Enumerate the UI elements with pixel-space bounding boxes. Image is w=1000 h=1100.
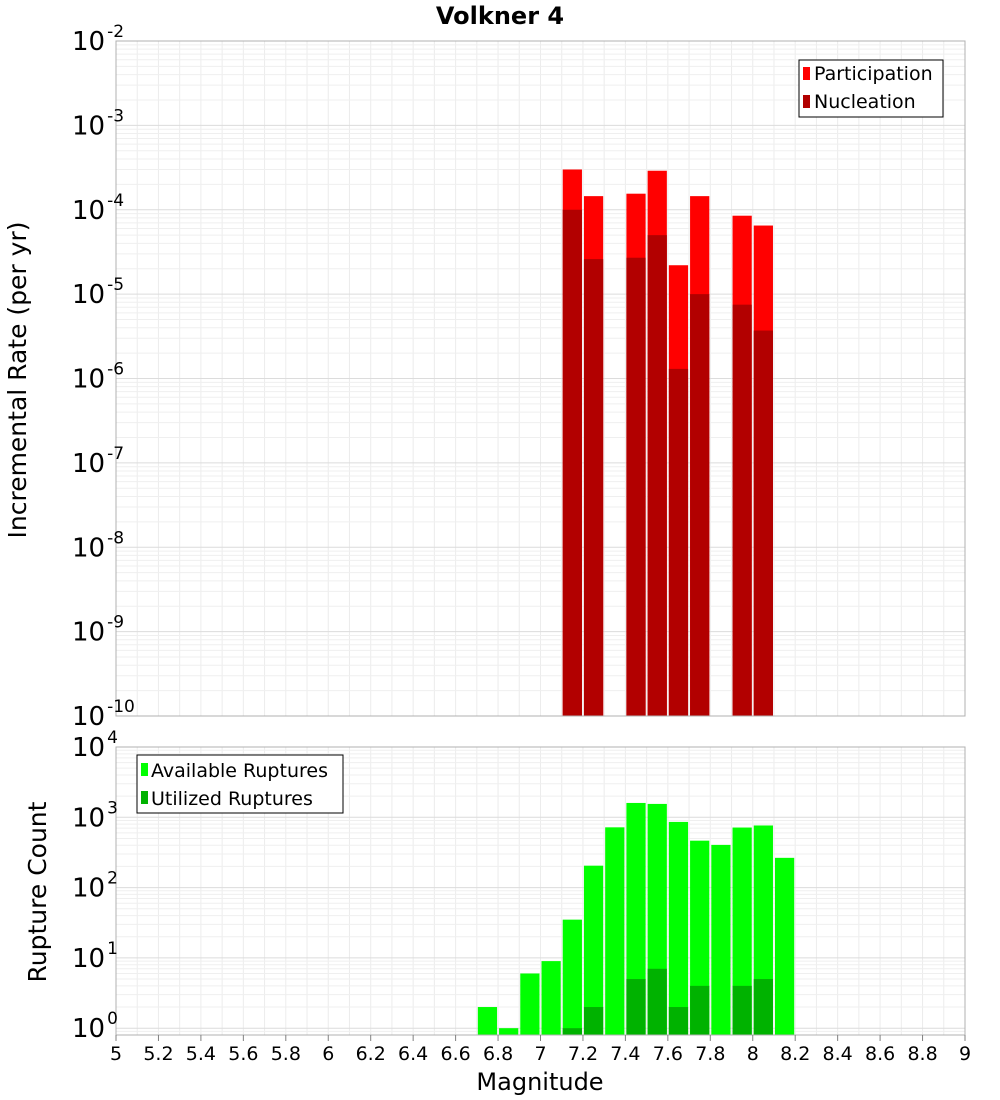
bottom-legend-box: [136, 754, 344, 814]
available-ruptures-bar: [605, 827, 625, 1035]
utilized-ruptures-bar: [690, 985, 710, 1035]
participation-legend-label: Participation: [814, 63, 933, 85]
x-tick-label: 5.6: [228, 1043, 258, 1065]
y-tick-label: 10 -8: [72, 528, 124, 563]
top-bars: [562, 169, 773, 717]
x-tick-label: 6.6: [440, 1043, 470, 1065]
available-ruptures-bar: [499, 1028, 519, 1035]
participation-legend-swatch: [803, 67, 810, 80]
x-tick-label: 7.2: [568, 1043, 598, 1065]
nucleation-bar: [690, 294, 710, 716]
y-tick-label: 10 -10: [72, 697, 135, 732]
y-tick-exponent: -7: [107, 444, 124, 464]
top-y-axis-label: Incremental Rate (per yr): [3, 222, 32, 539]
y-tick-exponent: -5: [107, 275, 124, 295]
x-tick-label: 7.6: [653, 1043, 683, 1065]
utilized-ruptures-bar: [668, 1007, 689, 1035]
x-tick-label: 7.8: [695, 1043, 725, 1065]
y-tick-exponent: 0: [107, 1009, 118, 1029]
top-plot-border: [115, 40, 966, 717]
nucleation-bar: [583, 259, 604, 716]
y-tick-exponent: -3: [107, 106, 124, 126]
x-tick-label: 5: [110, 1043, 122, 1065]
y-tick-exponent: 2: [107, 869, 118, 889]
x-tick-label: 8.6: [865, 1043, 895, 1065]
x-tick-label: 8.2: [780, 1043, 810, 1065]
chart-title: Volkner 4: [436, 2, 564, 30]
x-tick-label: 6: [322, 1043, 334, 1065]
nucleation-bar: [732, 304, 752, 716]
utilized-ruptures-bar: [583, 1007, 604, 1035]
x-tick-label: 9: [959, 1043, 971, 1065]
utilized-ruptures-bar: [626, 979, 646, 1035]
x-tick-label: 6.4: [398, 1043, 428, 1065]
y-tick-exponent: -2: [107, 22, 124, 42]
y-tick-label: 10 -5: [72, 275, 124, 310]
available-ruptures-bar: [477, 1007, 498, 1035]
nucleation-bar: [562, 209, 582, 716]
y-tick-label: 10 1: [72, 939, 118, 974]
y-tick-label: 10 3: [72, 798, 118, 833]
available-ruptures-bar: [583, 865, 604, 1035]
y-tick-label: 10 -2: [72, 22, 124, 57]
y-tick-exponent: -8: [107, 528, 124, 548]
x-axis-label: Magnitude: [476, 1068, 603, 1096]
y-tick-exponent: -6: [107, 360, 124, 380]
y-tick-exponent: -10: [107, 697, 135, 717]
y-tick-exponent: -9: [107, 613, 124, 633]
y-tick-exponent: -4: [107, 191, 124, 211]
x-tick-label: 8.4: [823, 1043, 853, 1065]
nucleation-bar: [626, 257, 646, 716]
x-tick-label: 8: [747, 1043, 759, 1065]
top-legend-box: [798, 59, 944, 118]
available-ruptures-bar: [732, 827, 752, 1035]
utilized-ruptures-legend-swatch: [141, 791, 148, 804]
x-tick-label: 6.8: [483, 1043, 513, 1065]
y-tick-label: 10 -4: [72, 191, 124, 226]
bottom-y-axis-label: Rupture Count: [23, 801, 52, 982]
x-tick-label: 7: [534, 1043, 546, 1065]
bottom-bars: [477, 802, 795, 1035]
top-gridlines: [115, 40, 966, 717]
x-tick-label: 5.4: [186, 1043, 216, 1065]
utilized-ruptures-legend-label: Utilized Ruptures: [151, 788, 313, 810]
y-tick-label: 10 4: [72, 728, 118, 763]
utilized-ruptures-bar: [753, 979, 773, 1035]
y-tick-label: 10 0: [72, 1009, 118, 1044]
y-tick-exponent: 3: [107, 798, 118, 818]
available-ruptures-bar: [774, 857, 795, 1035]
nucleation-legend-label: Nucleation: [814, 91, 916, 113]
available-ruptures-bar: [520, 973, 540, 1035]
available-ruptures-bar: [626, 802, 646, 1035]
x-tick-label: 8.8: [907, 1043, 937, 1065]
available-ruptures-bar: [668, 821, 689, 1035]
utilized-ruptures-bar: [562, 1028, 582, 1035]
nucleation-bar: [753, 330, 773, 716]
nucleation-legend-swatch: [803, 95, 810, 108]
available-ruptures-legend-swatch: [141, 763, 148, 776]
utilized-ruptures-bar: [732, 985, 752, 1035]
nucleation-bar: [647, 235, 667, 716]
y-tick-label: 10 2: [72, 869, 118, 904]
x-tick-label: 6.2: [356, 1043, 386, 1065]
available-ruptures-bar: [541, 961, 561, 1035]
bottom-legend: Available Ruptures Utilized Ruptures: [136, 754, 344, 814]
y-tick-exponent: 1: [107, 939, 118, 959]
x-tick-label: 7.4: [610, 1043, 640, 1065]
utilized-ruptures-bar: [647, 968, 667, 1035]
x-tick-label: 5.8: [271, 1043, 301, 1065]
available-ruptures-legend-label: Available Ruptures: [151, 760, 328, 782]
x-tick-labels: 5 5.2 5.4 5.6 5.8 6 6.2 6.4 6.6 6.8 7 7.2 7.4 7.6 7.8 8…: [110, 1035, 971, 1065]
available-ruptures-bar: [711, 844, 731, 1035]
x-tick-label: 5.2: [143, 1043, 173, 1065]
nucleation-bar: [668, 368, 689, 716]
available-ruptures-bar: [562, 919, 582, 1035]
top-legend: Participation Nucleation: [798, 59, 944, 118]
y-tick-exponent: 4: [107, 728, 118, 748]
